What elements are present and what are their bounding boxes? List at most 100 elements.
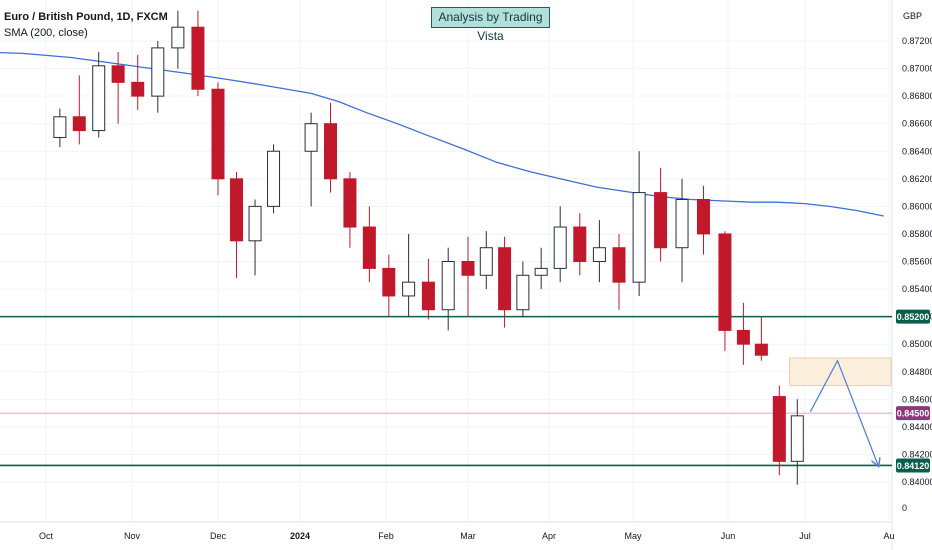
- candle-body: [573, 226, 587, 262]
- candle: [612, 233, 626, 310]
- candle-body: [632, 192, 646, 283]
- y-tick-label: 0.84600: [902, 394, 932, 404]
- candle-body: [151, 47, 165, 97]
- x-tick-label: Nov: [124, 531, 141, 541]
- candle: [248, 199, 262, 276]
- x-tick-label: May: [624, 531, 642, 541]
- x-tick-label: Jul: [799, 531, 811, 541]
- level-price-badge: [896, 309, 930, 324]
- symbol-title[interactable]: Euro / British Pound, 1D, FXCM: [4, 11, 168, 23]
- candle-body: [654, 192, 668, 249]
- candle: [324, 103, 338, 193]
- candle-body: [534, 267, 548, 276]
- level-price-badge-label: 0.85200: [897, 312, 930, 322]
- candle-body: [324, 123, 338, 180]
- y-tick-label: 0.86600: [902, 119, 932, 129]
- candle: [171, 10, 185, 69]
- candle: [534, 247, 548, 290]
- candle-body: [304, 123, 318, 152]
- candle-body: [441, 261, 455, 311]
- chart-legend: Euro / British Pound, 1D, FXCM SMA (200,…: [4, 9, 168, 41]
- y-tick-label: 0.84200: [902, 449, 932, 459]
- projection-arrow: [809, 359, 878, 466]
- candle-body: [696, 198, 710, 235]
- y-tick-label: 0.84000: [902, 477, 932, 487]
- currency-label: GBP: [903, 11, 923, 21]
- candle-body: [230, 178, 244, 242]
- candle: [592, 220, 606, 283]
- y-tick-label: 0.85400: [902, 284, 932, 294]
- candle-body: [421, 281, 435, 311]
- candle: [553, 206, 567, 283]
- y-tick-label: 0: [902, 503, 907, 513]
- candle: [191, 10, 205, 97]
- candle: [754, 316, 768, 361]
- candle-body: [498, 247, 512, 311]
- resistance-zone: [789, 357, 892, 386]
- candle-body: [362, 226, 376, 269]
- candle: [790, 399, 804, 485]
- candle: [441, 247, 455, 331]
- candle-body: [479, 247, 493, 276]
- candle-body: [382, 267, 396, 297]
- candle-body: [516, 274, 530, 311]
- y-tick-label: 0.84800: [902, 367, 932, 377]
- candle-body: [754, 343, 768, 356]
- candle: [343, 171, 357, 248]
- candle-body: [248, 205, 262, 242]
- candle: [461, 236, 475, 317]
- x-tick-label: Feb: [378, 531, 394, 541]
- x-tick-label: 2024: [290, 531, 310, 541]
- candle-body: [92, 65, 106, 132]
- candle-body: [72, 116, 86, 132]
- y-tick-label: 0.84400: [902, 422, 932, 432]
- y-tick-label: 0.86800: [902, 91, 932, 101]
- candle-body: [790, 415, 804, 462]
- candle: [654, 167, 668, 262]
- candle: [211, 82, 225, 196]
- level-price-badge: [896, 458, 930, 473]
- candle: [632, 151, 646, 296]
- x-tick-label: Dec: [210, 531, 227, 541]
- candle: [382, 254, 396, 317]
- sma-indicator-label[interactable]: SMA (200, close): [4, 27, 88, 39]
- candle: [498, 236, 512, 328]
- candle: [421, 258, 435, 320]
- candle: [230, 171, 244, 279]
- y-tick-label: 0.85000: [902, 339, 932, 349]
- candle-body: [171, 26, 185, 49]
- x-tick-label: Apr: [542, 531, 556, 541]
- candle: [675, 178, 689, 283]
- candle-body: [111, 65, 125, 83]
- x-tick-label: Jun: [721, 531, 736, 541]
- candle: [151, 41, 165, 113]
- candle: [479, 231, 493, 290]
- y-tick-label: 0.85800: [902, 229, 932, 239]
- candle-body: [461, 261, 475, 276]
- current-price-badge-label: 0.84500: [897, 409, 930, 419]
- candle-body: [553, 226, 567, 269]
- analysis-banner: Analysis by Trading Vista: [431, 7, 550, 43]
- candle-body: [675, 198, 689, 249]
- candle: [72, 75, 86, 145]
- current-price-badge: [896, 406, 930, 421]
- candle-body: [343, 178, 357, 228]
- candle: [362, 206, 376, 283]
- x-tick-label: Mar: [460, 531, 476, 541]
- y-tick-label: 0.86000: [902, 201, 932, 211]
- y-tick-label: 0.85600: [902, 257, 932, 267]
- y-tick-label: 0.87200: [902, 36, 932, 46]
- sma-line: [0, 51, 884, 217]
- level-price-badge-label: 0.84120: [897, 461, 930, 471]
- candle: [53, 108, 67, 148]
- candle-body: [592, 247, 606, 262]
- candle-body: [53, 116, 67, 138]
- candle: [304, 112, 318, 207]
- candle-body: [736, 329, 750, 345]
- candle: [131, 54, 145, 110]
- candle: [92, 52, 106, 138]
- candle-body: [718, 233, 732, 331]
- candle: [772, 385, 786, 476]
- y-tick-label: 0.86400: [902, 146, 932, 156]
